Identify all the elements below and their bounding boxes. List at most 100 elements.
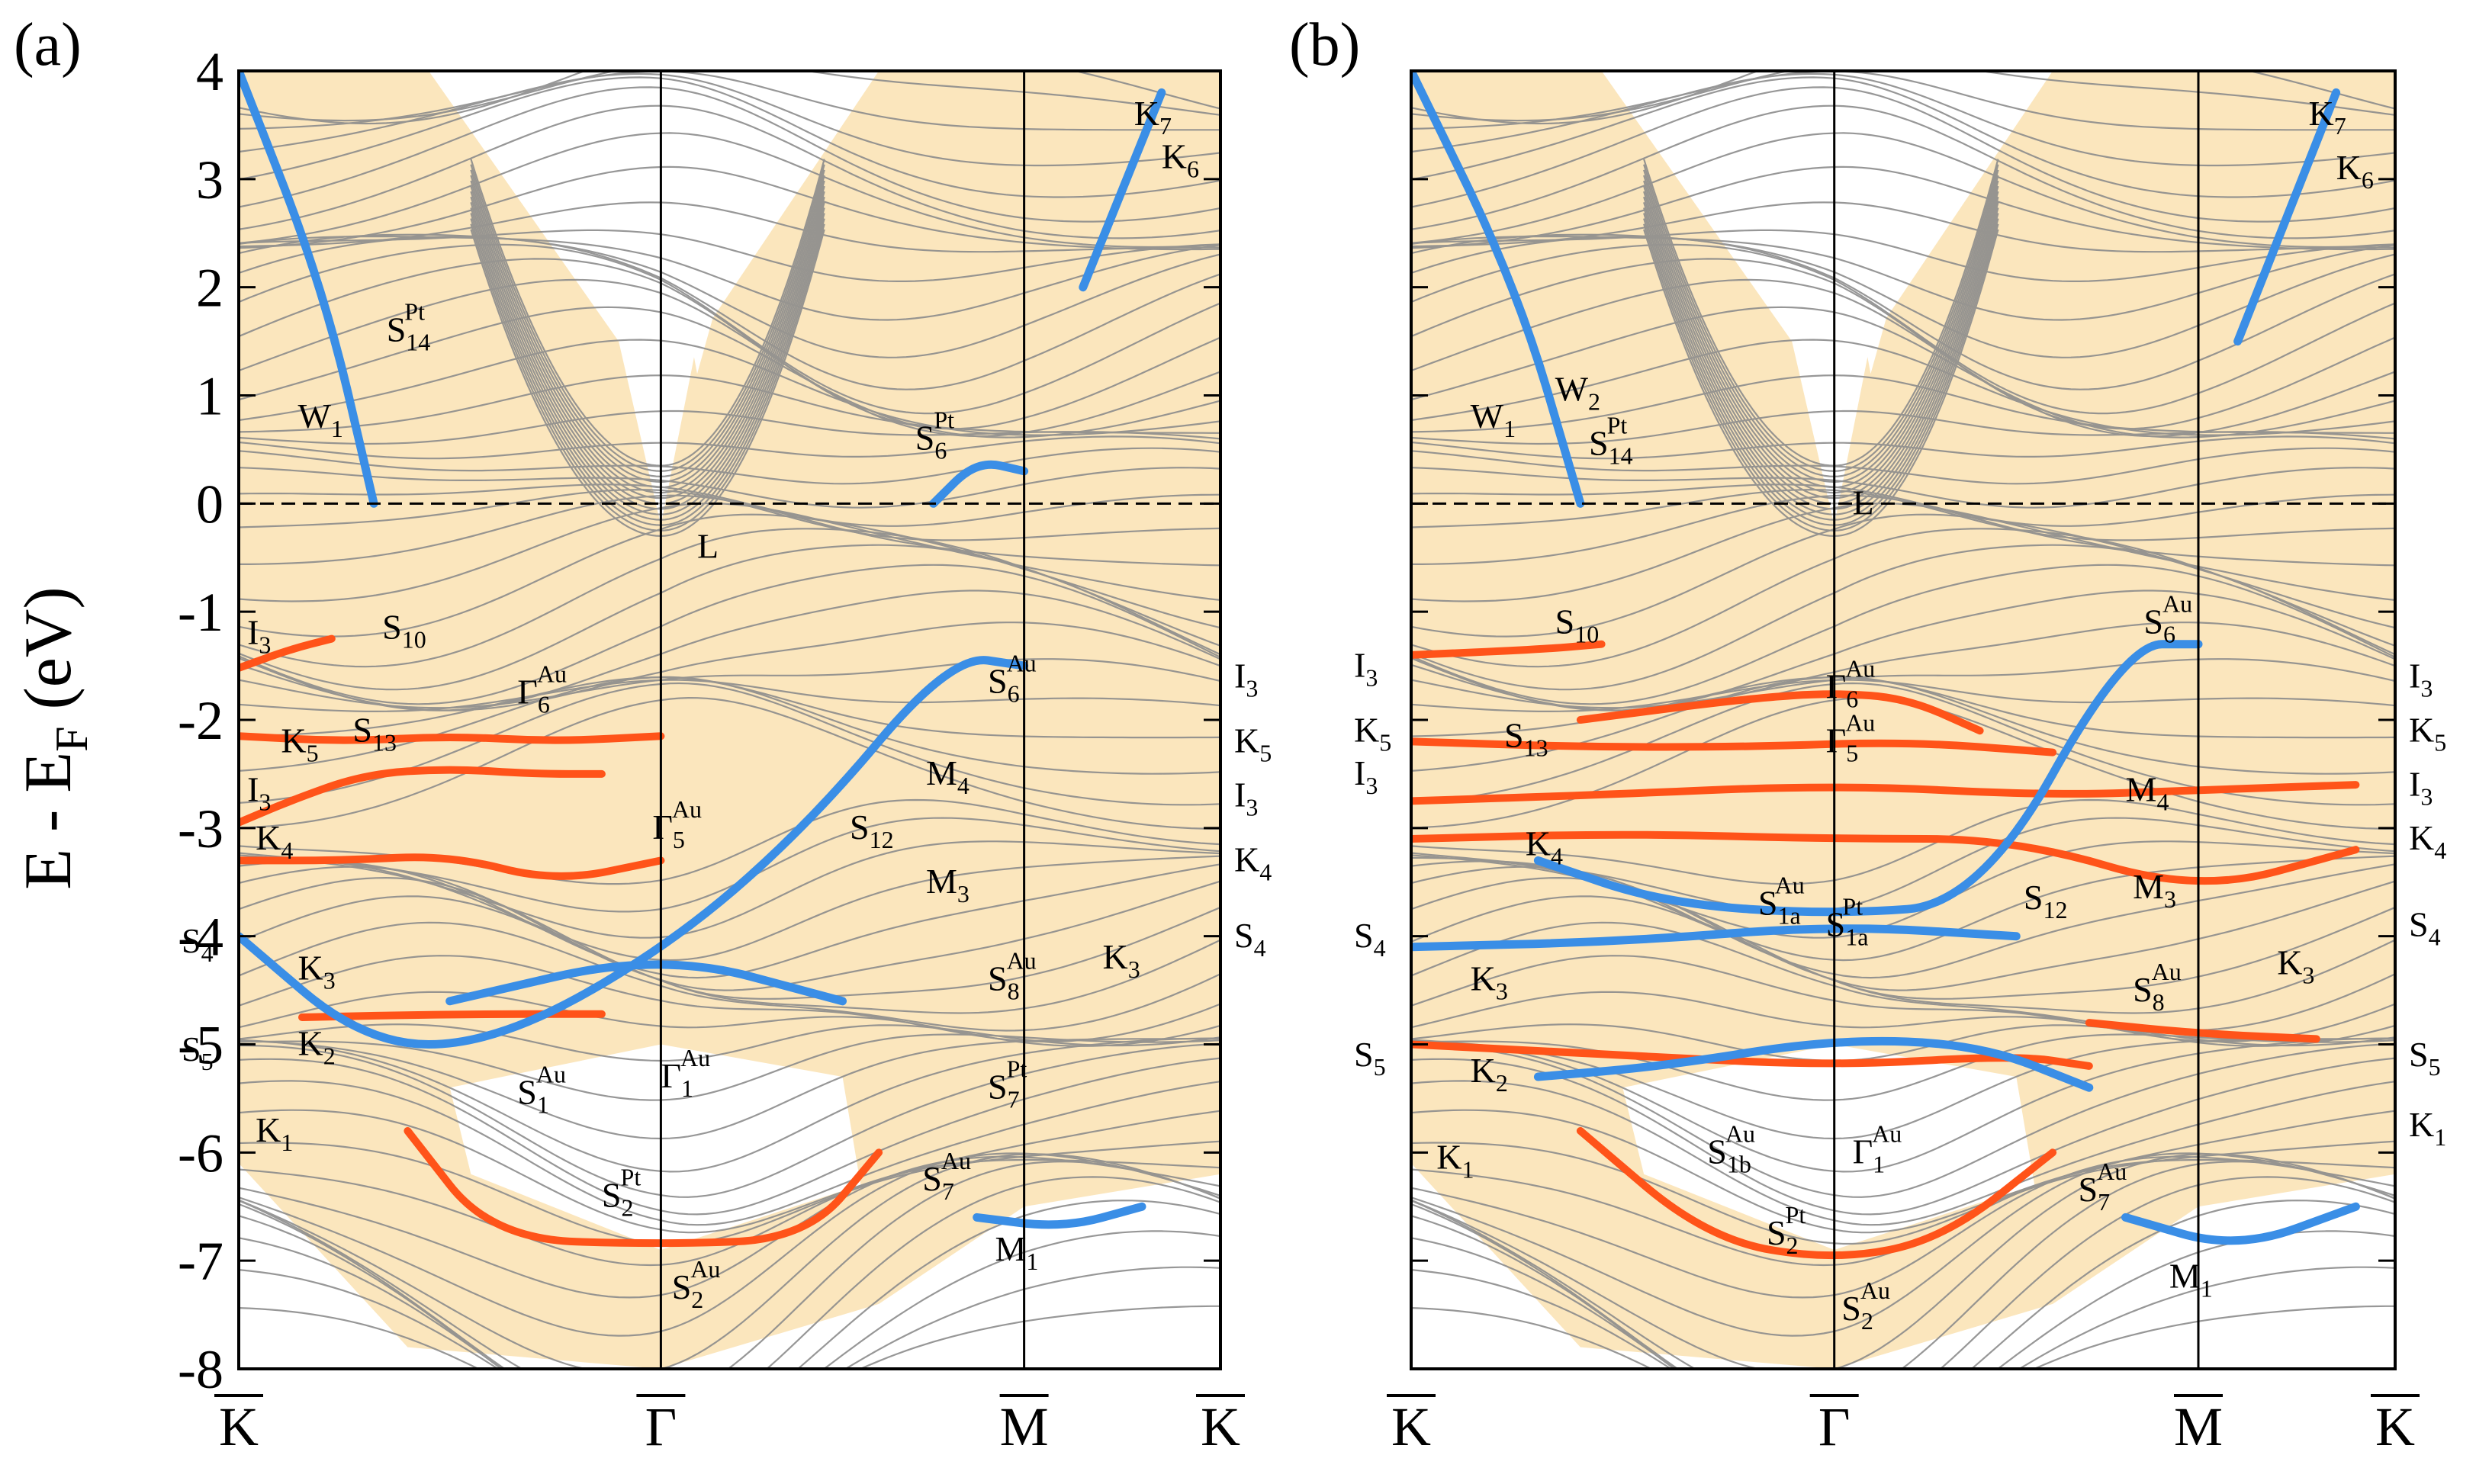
slab-band bbox=[239, 840, 1220, 939]
y-tick-label: -5 bbox=[178, 1015, 223, 1076]
slab-band bbox=[1411, 483, 2395, 527]
slab-band bbox=[239, 467, 1220, 509]
state-label: S7Au bbox=[2078, 1158, 2127, 1216]
state-label: S1aPt bbox=[1826, 893, 1869, 951]
pt-state-band-11 bbox=[1079, 88, 1166, 292]
state-label: K5 bbox=[2409, 710, 2446, 756]
slab-band bbox=[1411, 72, 2395, 167]
state-label: K2 bbox=[297, 1024, 335, 1070]
au-state-band-2 bbox=[1411, 737, 2057, 756]
state-label: S2Pt bbox=[1767, 1201, 1806, 1259]
slab-band bbox=[239, 1230, 1220, 1369]
slab-band bbox=[239, 895, 1220, 1014]
pt-state-band-12 bbox=[2121, 1202, 2360, 1245]
state-label: S8Au bbox=[2133, 958, 2182, 1016]
state-label: K6 bbox=[1162, 137, 1199, 183]
state-label: S12 bbox=[850, 808, 894, 853]
slab-band bbox=[1411, 1057, 2395, 1216]
state-label: S4 bbox=[2409, 905, 2441, 951]
y-tick-label: -4 bbox=[178, 907, 223, 968]
slab-band bbox=[239, 278, 1220, 438]
slab-band bbox=[1411, 488, 2395, 541]
y-tick-label: 0 bbox=[196, 474, 223, 535]
slab-band bbox=[239, 679, 1220, 712]
slab-band bbox=[1411, 1152, 2395, 1337]
slab-band bbox=[1411, 71, 2395, 125]
state-label: K4 bbox=[1526, 824, 1563, 869]
au-state-band-7 bbox=[2085, 1019, 2320, 1043]
au-state-band-1 bbox=[1576, 690, 1984, 735]
state-label: I3 bbox=[2409, 656, 2433, 702]
state-label: S5 bbox=[182, 1029, 214, 1075]
slab-band bbox=[239, 447, 1220, 485]
state-label: I3 bbox=[2409, 764, 2433, 810]
slab-band bbox=[1411, 1033, 2395, 1101]
slab-band bbox=[239, 132, 1220, 249]
state-label: S6Pt bbox=[915, 406, 954, 464]
slab-band bbox=[239, 1042, 1220, 1198]
state-label: M4 bbox=[926, 753, 969, 799]
state-label: S2Au bbox=[672, 1255, 721, 1313]
slab-band bbox=[239, 201, 1220, 253]
pt-state-band-8 bbox=[1533, 640, 2203, 917]
state-label: S5 bbox=[2409, 1035, 2441, 1081]
state-label: I3 bbox=[247, 769, 271, 815]
slab-band bbox=[239, 513, 1220, 638]
pt-state-band-9 bbox=[239, 71, 378, 508]
x-tick-label: Γ bbox=[645, 1396, 677, 1457]
slab-band bbox=[1411, 278, 2395, 438]
x-tick-label: M bbox=[1000, 1396, 1049, 1457]
slab-band bbox=[239, 236, 1220, 390]
slab-band bbox=[239, 233, 1220, 358]
slab-band bbox=[239, 1161, 1220, 1369]
state-label: S2Au bbox=[1841, 1277, 1890, 1335]
state-label: K6 bbox=[2336, 148, 2374, 194]
state-label: K7 bbox=[1134, 94, 1172, 140]
state-label: L bbox=[697, 526, 719, 565]
panel-label: (b) bbox=[1289, 11, 1360, 79]
state-label: S6Au bbox=[2143, 590, 2192, 648]
slab-band bbox=[1411, 1305, 2395, 1369]
pt-state-band-9 bbox=[1411, 924, 2021, 952]
slab-band bbox=[1411, 1176, 2395, 1369]
state-label: S6Au bbox=[988, 650, 1037, 708]
pt-state-band-8 bbox=[929, 460, 1029, 508]
state-label: S1aAu bbox=[1758, 871, 1805, 929]
slab-band bbox=[239, 1057, 1220, 1216]
slab-band bbox=[239, 483, 1220, 527]
slab-band bbox=[1411, 513, 2395, 638]
slab-band bbox=[239, 306, 1220, 438]
slab-band bbox=[239, 676, 1220, 739]
state-label: S13 bbox=[352, 710, 397, 756]
state-label: K1 bbox=[1436, 1138, 1474, 1184]
state-label: I3 bbox=[1234, 775, 1258, 821]
y-axis-label-main: E - E bbox=[11, 752, 85, 890]
slab-band bbox=[239, 1176, 1220, 1369]
slab-band bbox=[239, 86, 1220, 223]
slab-band bbox=[239, 488, 1220, 541]
state-label: M3 bbox=[926, 862, 969, 907]
state-label: S14Pt bbox=[387, 298, 431, 356]
bulk-projection bbox=[1411, 71, 2395, 1369]
state-label: S7Pt bbox=[988, 1055, 1027, 1113]
state-label: M3 bbox=[2133, 867, 2176, 913]
slab-band bbox=[1411, 233, 2395, 358]
surface-states bbox=[1411, 71, 2360, 1260]
state-label: K3 bbox=[1471, 959, 1508, 1005]
slab-band bbox=[239, 682, 1220, 806]
y-tick-label: -3 bbox=[178, 798, 223, 859]
slab-band bbox=[1411, 243, 2395, 415]
surface-states bbox=[239, 71, 1166, 1248]
slab-band bbox=[1411, 564, 2395, 705]
slab-band bbox=[1411, 921, 2395, 1032]
pt-state-band-10 bbox=[1533, 1036, 2094, 1092]
state-label: Γ6Au bbox=[517, 660, 567, 718]
state-label: S1Au bbox=[517, 1061, 566, 1119]
slab-band bbox=[239, 72, 1220, 167]
y-tick-label: -7 bbox=[178, 1231, 223, 1292]
slab-band bbox=[1411, 76, 2395, 198]
slab-band bbox=[239, 229, 1220, 282]
bulk-projection bbox=[239, 71, 1220, 1369]
slab-band bbox=[1411, 104, 2395, 239]
